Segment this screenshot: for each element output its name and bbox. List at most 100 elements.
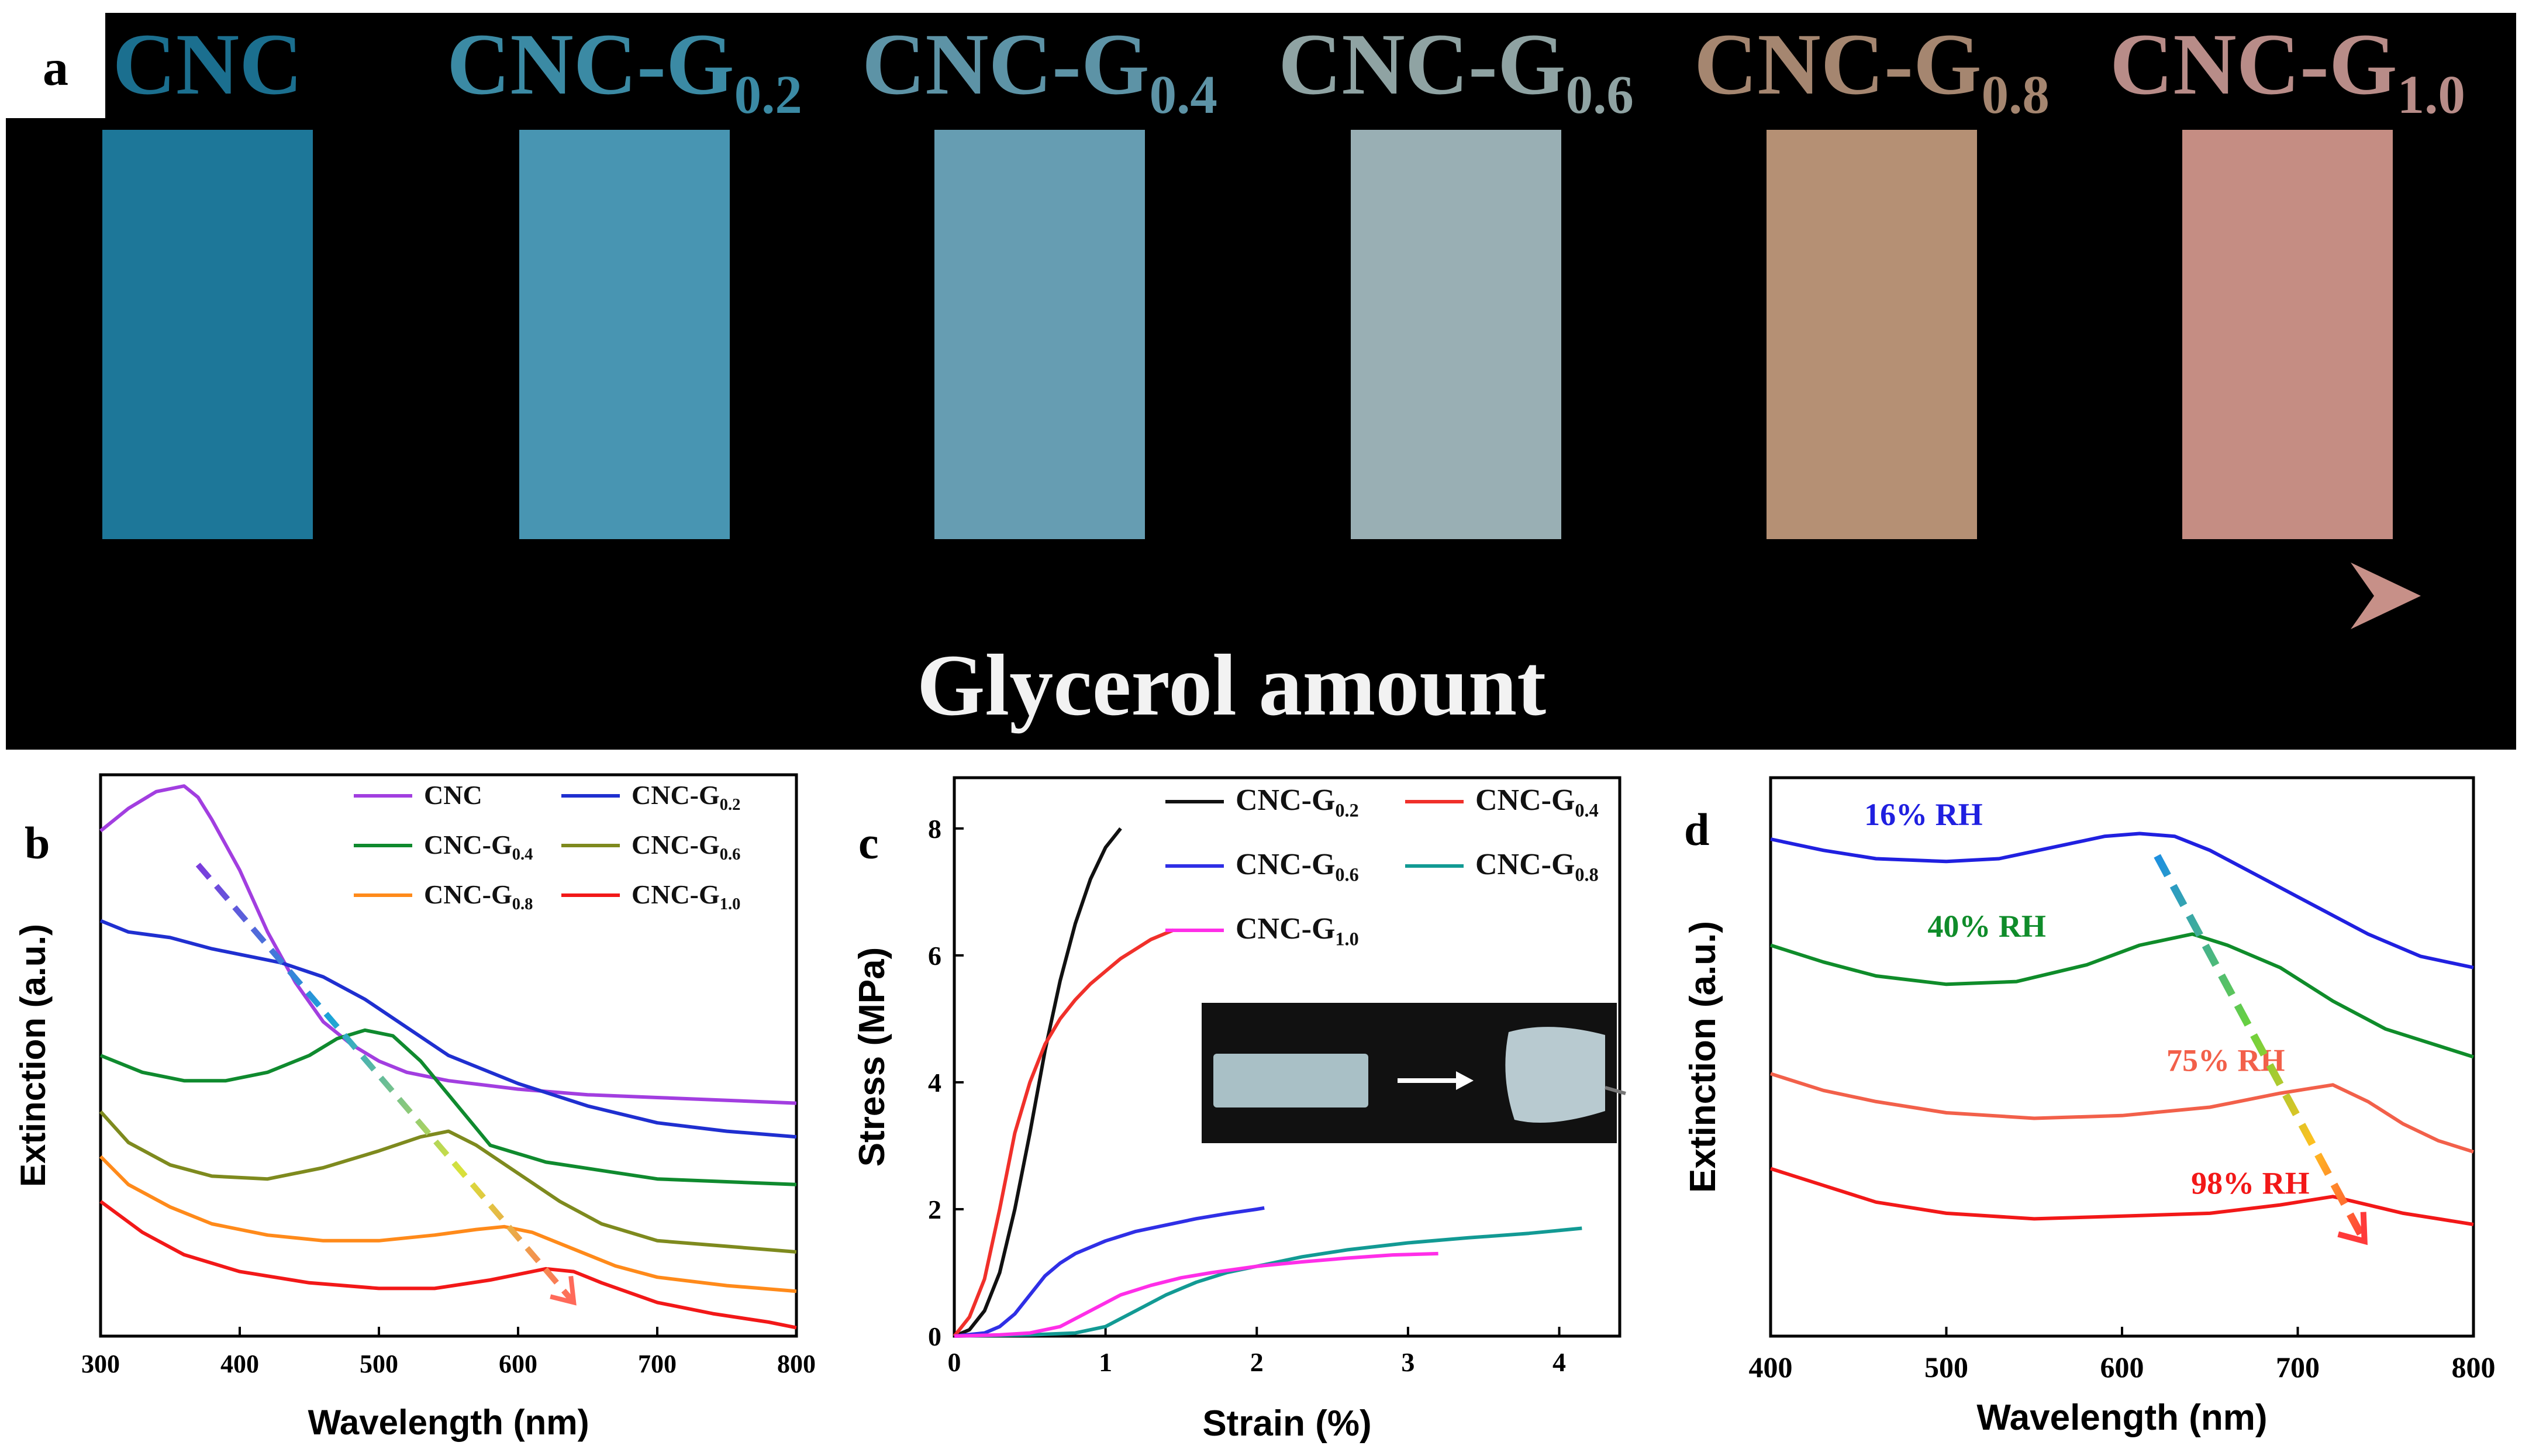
legend-label-c_G04-base: CNC-G (1475, 784, 1575, 817)
legend-label-c_G02-base: CNC-G (1236, 784, 1335, 817)
legend-label-c_G06-base: CNC-G (1236, 848, 1335, 881)
series-line-c_G04 (953, 928, 1175, 1337)
y-axis-label: Extinction (a.u.) (1683, 921, 1723, 1193)
x-tick-label: 700 (638, 1350, 677, 1378)
film-1 (519, 130, 730, 539)
legend-label-CNC-G0.4-sub: 0.4 (512, 846, 533, 864)
legend-label-c_G10-base: CNC-G (1236, 912, 1335, 946)
x-tick-label: 600 (499, 1350, 537, 1378)
inset-film-flat (1213, 1054, 1368, 1107)
y-tick-label: 8 (928, 814, 941, 844)
film-3 (1351, 130, 1561, 539)
panel-label-c: c (858, 817, 879, 868)
legend-label-CNC-G1.0: CNC-G1.0 (632, 879, 740, 913)
x-tick-label: 4 (1552, 1347, 1566, 1377)
rh-label-d_40: 40% RH (1927, 909, 2046, 944)
x-tick-label: 700 (2276, 1351, 2320, 1383)
sample-label-4: CNC-G0.8 (1694, 16, 2050, 125)
stretch-inset-photo (1202, 1003, 1626, 1143)
legend-label-c_G02: CNC-G0.2 (1236, 784, 1359, 820)
film-sheen-0 (102, 130, 313, 539)
series-line-d_16 (1770, 831, 2474, 969)
film-2 (934, 130, 1145, 539)
legend-label-CNC-G0.8-base: CNC-G (424, 879, 512, 909)
legend-label-c_G04-sub: 0.4 (1575, 799, 1598, 820)
legend-label-CNC-G0.2-base: CNC-G (632, 780, 720, 810)
sample-label-3: CNC-G0.6 (1278, 16, 1634, 125)
legend-label-CNC-G0.2-sub: 0.2 (720, 796, 741, 814)
panel-a-label: a (43, 40, 68, 96)
series-line-d_98 (1770, 1167, 2474, 1226)
legend-label-c_G08-sub: 0.8 (1575, 864, 1598, 885)
sample-label-2-base: CNC-G (862, 16, 1150, 113)
film-sheen-3 (1351, 130, 1561, 539)
rh-label-d_98: 98% RH (2191, 1165, 2310, 1200)
legend-label-c_G10-sub: 1.0 (1335, 928, 1358, 949)
series-line-c_G02 (953, 827, 1122, 1338)
legend-label-CNC-G0.8-sub: 0.8 (512, 895, 533, 913)
film-4 (1767, 130, 1977, 539)
sample-films: CNC CNC-G0.2 CNC-G0.4 CNC-G0.6 CNC-G0.8 CNC-G… (102, 16, 2465, 539)
glycerol-arrow-head (2351, 563, 2421, 629)
sample-label-5: CNC-G1.0 (2110, 16, 2465, 125)
sample-label-0-base: CNC (113, 16, 303, 113)
x-tick-label: 3 (1401, 1347, 1414, 1377)
sample-label-3-base: CNC-G (1278, 16, 1566, 113)
y-tick-label: 6 (928, 941, 941, 971)
rh-label-d_75: 75% RH (2166, 1043, 2285, 1078)
series-line-c_G06 (954, 1206, 1265, 1338)
series-line-CNC (99, 784, 797, 1105)
panel-a: a CNC CNC-G0.2 CNC-G0.4 CNC-G0.6 CNC-G0.8 CNC… (6, 13, 2516, 750)
legend-label-CNC-G0.6: CNC-G0.6 (632, 830, 740, 864)
x-tick-label: 2 (1250, 1347, 1264, 1377)
panel-a-background (6, 13, 2516, 750)
sample-label-1: CNC-G0.2 (447, 16, 802, 125)
x-axis-label: Strain (%) (1202, 1403, 1371, 1444)
legend-label-c_G08-base: CNC-G (1475, 848, 1575, 881)
y-axis-label: Stress (MPa) (852, 947, 892, 1167)
sample-label-1-sub: 0.2 (734, 65, 802, 125)
trend-arrow-head (2337, 1212, 2368, 1245)
legend-label-c_G02-sub: 0.2 (1335, 799, 1358, 820)
x-axis-label: Wavelength (nm) (308, 1403, 589, 1442)
sample-label-4-sub: 0.8 (1982, 65, 2050, 125)
legend-label-c_G08: CNC-G0.8 (1475, 848, 1599, 885)
x-tick-label: 1 (1099, 1347, 1112, 1377)
series-line-c_G10 (954, 1251, 1438, 1338)
x-tick-label: 400 (220, 1350, 259, 1378)
sample-label-5-sub: 1.0 (2397, 65, 2465, 125)
x-tick-label: 600 (2100, 1351, 2144, 1383)
x-tick-label: 500 (360, 1350, 398, 1378)
sample-label-2: CNC-G0.4 (862, 16, 1217, 125)
film-0 (102, 130, 313, 539)
rh-label-d_16: 16% RH (1864, 797, 1983, 832)
panel-a-label-box (6, 13, 105, 118)
sample-label-1-base: CNC-G (447, 16, 734, 113)
glycerol-amount-label: Glycerol amount (917, 637, 1546, 734)
legend-label-CNC-base: CNC (424, 780, 482, 810)
legend-label-c_G06: CNC-G0.6 (1236, 848, 1359, 885)
film-sheen-4 (1767, 130, 1977, 539)
series-line-d_40 (1770, 932, 2474, 1059)
inset-arrow-head (1456, 1071, 1474, 1090)
legend-label-CNC-G0.4-base: CNC-G (424, 830, 512, 860)
film-5 (2182, 130, 2393, 539)
film-sheen-5 (2182, 130, 2393, 539)
legend-label-c_G10: CNC-G1.0 (1236, 912, 1359, 949)
sample-label-4-base: CNC-G (1694, 16, 1982, 113)
sample-label-0: CNC (113, 16, 303, 113)
sample-label-3-sub: 0.6 (1566, 65, 1634, 125)
legend-label-CNC-G1.0-sub: 1.0 (720, 895, 741, 913)
legend-label-CNC: CNC (424, 780, 482, 810)
sample-label-2-sub: 0.4 (1150, 65, 1217, 125)
x-axis-label: Wavelength (nm) (1976, 1398, 2267, 1438)
series-line-CNC-G0.2 (99, 919, 797, 1139)
sample-label-5-base: CNC-G (2110, 16, 2397, 113)
inset-film-bent (1505, 1027, 1605, 1123)
panel-label-d: d (1684, 804, 1709, 855)
trend-arrow-head (550, 1275, 577, 1306)
legend-label-c_G06-sub: 0.6 (1335, 864, 1358, 885)
legend-label-CNC-G0.2: CNC-G0.2 (632, 780, 740, 814)
